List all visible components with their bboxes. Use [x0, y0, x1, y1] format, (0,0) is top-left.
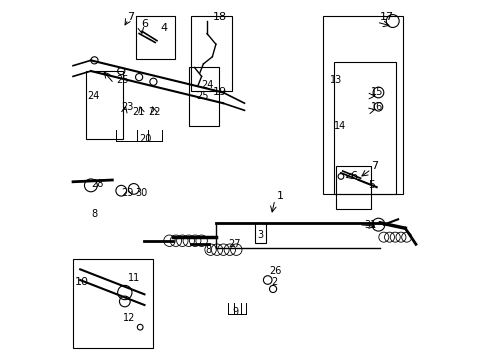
Text: 8: 8 — [205, 245, 211, 255]
Text: 19: 19 — [212, 87, 226, 98]
Text: 23: 23 — [121, 102, 133, 112]
Text: 10: 10 — [75, 277, 89, 287]
Text: 11: 11 — [128, 273, 141, 283]
Text: 27: 27 — [228, 239, 241, 249]
Bar — [135, 16, 175, 59]
Text: 28: 28 — [91, 179, 103, 189]
Text: 24: 24 — [201, 80, 214, 90]
Bar — [254, 223, 265, 243]
Text: 8: 8 — [91, 209, 97, 219]
Text: 7: 7 — [126, 13, 134, 22]
Text: 9: 9 — [231, 307, 238, 317]
Bar — [323, 16, 403, 194]
Bar — [73, 258, 153, 348]
Text: 15: 15 — [370, 87, 383, 98]
Text: 29: 29 — [121, 188, 133, 198]
Bar — [190, 16, 231, 91]
Text: 20: 20 — [139, 134, 151, 144]
Text: 6: 6 — [141, 18, 147, 28]
Text: 4: 4 — [160, 23, 167, 33]
Text: 5: 5 — [367, 180, 374, 190]
Text: 25: 25 — [196, 91, 208, 101]
Text: 7: 7 — [370, 161, 378, 171]
Text: 2: 2 — [271, 277, 277, 287]
Text: 17: 17 — [380, 13, 393, 22]
Text: 13: 13 — [329, 75, 342, 85]
Bar — [85, 71, 123, 139]
Text: 1: 1 — [276, 191, 283, 201]
Text: 31: 31 — [364, 220, 376, 230]
Text: 12: 12 — [123, 312, 135, 323]
Bar — [333, 62, 395, 194]
Text: 18: 18 — [212, 13, 226, 22]
Text: 16: 16 — [370, 102, 383, 112]
Text: 14: 14 — [333, 121, 346, 131]
Bar — [335, 166, 370, 208]
Text: 3: 3 — [257, 230, 263, 240]
Text: 24: 24 — [87, 91, 100, 101]
Text: 26: 26 — [269, 266, 281, 276]
Text: 21: 21 — [132, 107, 144, 117]
Text: 22: 22 — [148, 107, 160, 117]
Bar — [189, 67, 219, 126]
Text: 6: 6 — [349, 171, 356, 181]
Text: 25: 25 — [116, 75, 128, 85]
Text: 30: 30 — [135, 188, 147, 198]
